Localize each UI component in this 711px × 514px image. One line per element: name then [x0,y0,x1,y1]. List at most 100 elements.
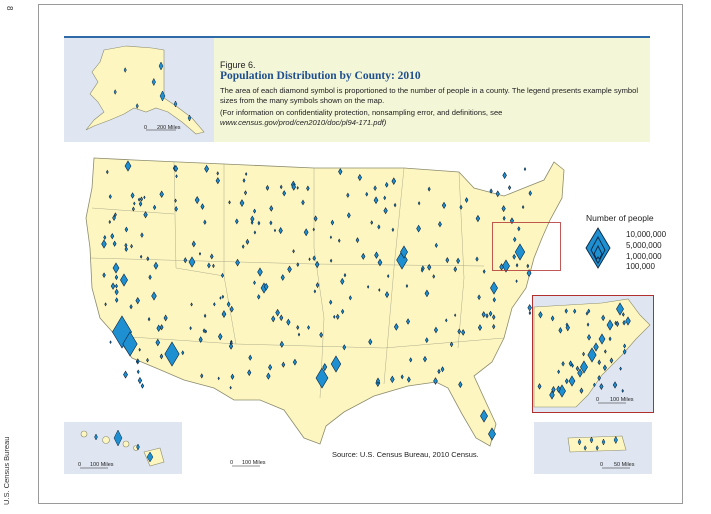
northeast-symbol [582,351,585,357]
county-symbol [124,246,128,253]
county-symbol [133,201,136,206]
county-symbol [517,226,521,232]
county-symbol [454,313,457,318]
county-symbol [368,338,373,346]
county-symbol [241,244,245,249]
county-symbol [490,281,498,295]
county-symbol [164,341,180,367]
county-symbol [485,313,489,319]
northeast-symbol [568,360,573,367]
legend-symbol-100000 [595,256,601,264]
northeast-symbol [608,336,612,342]
county-symbol [104,302,107,307]
county-symbol [528,310,532,316]
northeast-symbol [549,390,555,400]
county-symbol [155,338,161,347]
northeast-symbol [585,311,589,316]
northeast-symbol [602,364,607,372]
county-symbol [114,274,119,281]
county-symbol [131,206,135,212]
northeast-symbol [573,308,577,314]
county-symbol [181,350,185,356]
state-boundaries [89,161,505,399]
county-symbol [459,204,463,210]
county-symbol [105,169,109,175]
county-symbol [420,267,424,273]
county-symbol [456,257,461,265]
legend-value-2: 5,000,000 [626,241,662,250]
county-symbol [245,238,250,245]
county-symbol [138,347,141,352]
county-symbol [242,178,246,183]
county-symbol [147,317,151,322]
northeast-symbol [612,381,618,389]
northeast-symbol [619,366,622,371]
northeast-symbol [625,316,631,326]
county-symbol [138,200,143,207]
page-frame [38,4,683,504]
county-symbol [112,214,116,221]
county-symbol [346,192,350,198]
county-symbol [329,258,333,263]
county-symbol [301,199,305,206]
county-symbol [253,280,256,286]
county-symbol [190,302,193,307]
county-symbol [492,314,496,320]
alaska-inset: 0 200 Miles [64,36,214,142]
county-symbol [406,318,411,325]
county-symbol [124,226,129,233]
county-symbol [279,314,284,322]
county-symbols [101,160,532,441]
county-symbol [433,377,438,385]
county-symbol [393,202,397,208]
northeast-inset: 0 100 Miles [532,295,654,413]
county-symbol [153,261,159,270]
county-symbol [527,304,532,312]
county-symbol [387,274,390,279]
hawaii-scale: 100 Miles [90,462,114,468]
county-symbol [123,370,128,379]
county-symbol [400,245,408,259]
northeast-symbol [586,322,590,327]
county-symbol [228,200,231,205]
county-symbol [315,367,329,389]
county-symbol [374,251,379,259]
alaska-map: 0 200 Miles [85,45,205,135]
county-symbol [378,288,381,292]
northeast-symbol [622,348,627,355]
county-symbol [140,383,145,389]
northeast-scale: 100 Miles [610,397,634,403]
county-symbol [148,274,152,280]
county-symbol [383,207,388,215]
northeast-symbol [623,343,627,349]
hawaii-scale-zero: 0 [78,462,81,468]
county-symbol [481,311,486,318]
northeast-symbol [622,319,626,326]
conus-land [85,157,565,447]
figure-description: The area of each diamond symbol is propo… [220,86,639,105]
county-symbol [480,409,488,423]
county-symbol [425,337,429,344]
county-symbol [340,277,345,285]
county-symbol [296,185,299,190]
county-symbol [273,228,277,233]
puerto-rico-scale: 50 Miles [614,462,635,468]
northeast-symbol [550,315,555,322]
puerto-rico-scale-zero: 0 [600,462,603,468]
county-symbol [122,331,138,357]
county-symbol [263,282,269,291]
county-symbol [292,358,297,366]
county-symbol [526,269,532,278]
county-symbol [279,184,283,190]
county-symbol [373,185,377,191]
puerto-rico-inset: 0 50 Miles [534,422,652,474]
county-symbol [495,190,500,198]
figure-header: 0 200 Miles [64,36,650,142]
county-symbol [361,252,366,260]
county-symbol [409,357,413,363]
county-symbol [438,221,442,228]
county-symbol [200,203,205,210]
alaska-scale-zero: 0 [144,125,147,131]
northeast-symbol [587,347,597,363]
county-symbol [335,313,340,320]
